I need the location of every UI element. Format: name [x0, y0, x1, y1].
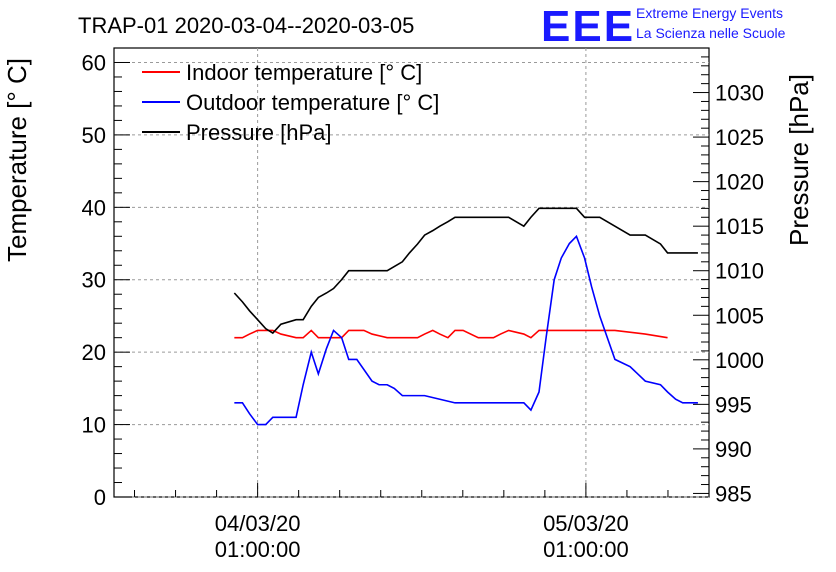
logo-line2: La Scienza nelle Scuole	[636, 25, 786, 41]
y2-tick-label: 995	[715, 392, 752, 417]
y-tick-label: 40	[82, 195, 106, 220]
x-tick-label-date: 04/03/20	[215, 511, 301, 536]
logo-mark: EEE	[541, 2, 635, 51]
x-tick-label-date: 05/03/20	[543, 511, 629, 536]
y-tick-label: 10	[82, 413, 106, 438]
legend-label-outdoor: Outdoor temperature [° C]	[186, 90, 439, 115]
y2-tick-label: 1000	[715, 348, 764, 373]
y2-tick-label: 1015	[715, 214, 764, 239]
y2-tick-label: 990	[715, 437, 752, 462]
series-outdoor-temperature	[234, 234, 698, 426]
legend-label-indoor: Indoor temperature [° C]	[186, 60, 422, 85]
plot-frame	[113, 47, 710, 498]
y-tick-label: 60	[82, 50, 106, 75]
y-tick-label: 20	[82, 340, 106, 365]
chart-title: TRAP-01 2020-03-04--2020-03-05	[78, 13, 414, 38]
x-tick-label-time: 01:00:00	[543, 537, 629, 562]
logo-line1: Extreme Energy Events	[636, 5, 783, 21]
y-tick-label: 30	[82, 268, 106, 293]
series-indoor-temperature	[234, 329, 668, 339]
eee-logo: EEE Extreme Energy Events La Scienza nel…	[541, 2, 786, 51]
x-tick-label-time: 01:00:00	[215, 537, 301, 562]
y2-tick-label: 1005	[715, 303, 764, 328]
y2-axis-label: Pressure [hPa]	[784, 74, 814, 246]
series-pressure	[233, 207, 698, 335]
left-axis: 0 10 20 30 40 50 60	[82, 47, 130, 510]
right-axis: 985 990 995 1000 1005 1010 1015 1020 1025 1030	[693, 56, 764, 506]
legend: Indoor temperature [° C] Outdoor tempera…	[142, 60, 439, 145]
y-tick-label: 0	[94, 485, 106, 510]
series-group	[233, 207, 698, 426]
legend-label-pressure: Pressure [hPa]	[186, 120, 332, 145]
y2-tick-label: 1020	[715, 170, 764, 195]
grid	[114, 48, 709, 498]
y-axis-label: Temperature [° C]	[2, 58, 32, 262]
y2-tick-label: 985	[715, 481, 752, 506]
y2-tick-label: 1025	[715, 125, 764, 150]
y-tick-label: 50	[82, 123, 106, 148]
y2-tick-label: 1030	[715, 81, 764, 106]
y2-tick-label: 1010	[715, 259, 764, 284]
